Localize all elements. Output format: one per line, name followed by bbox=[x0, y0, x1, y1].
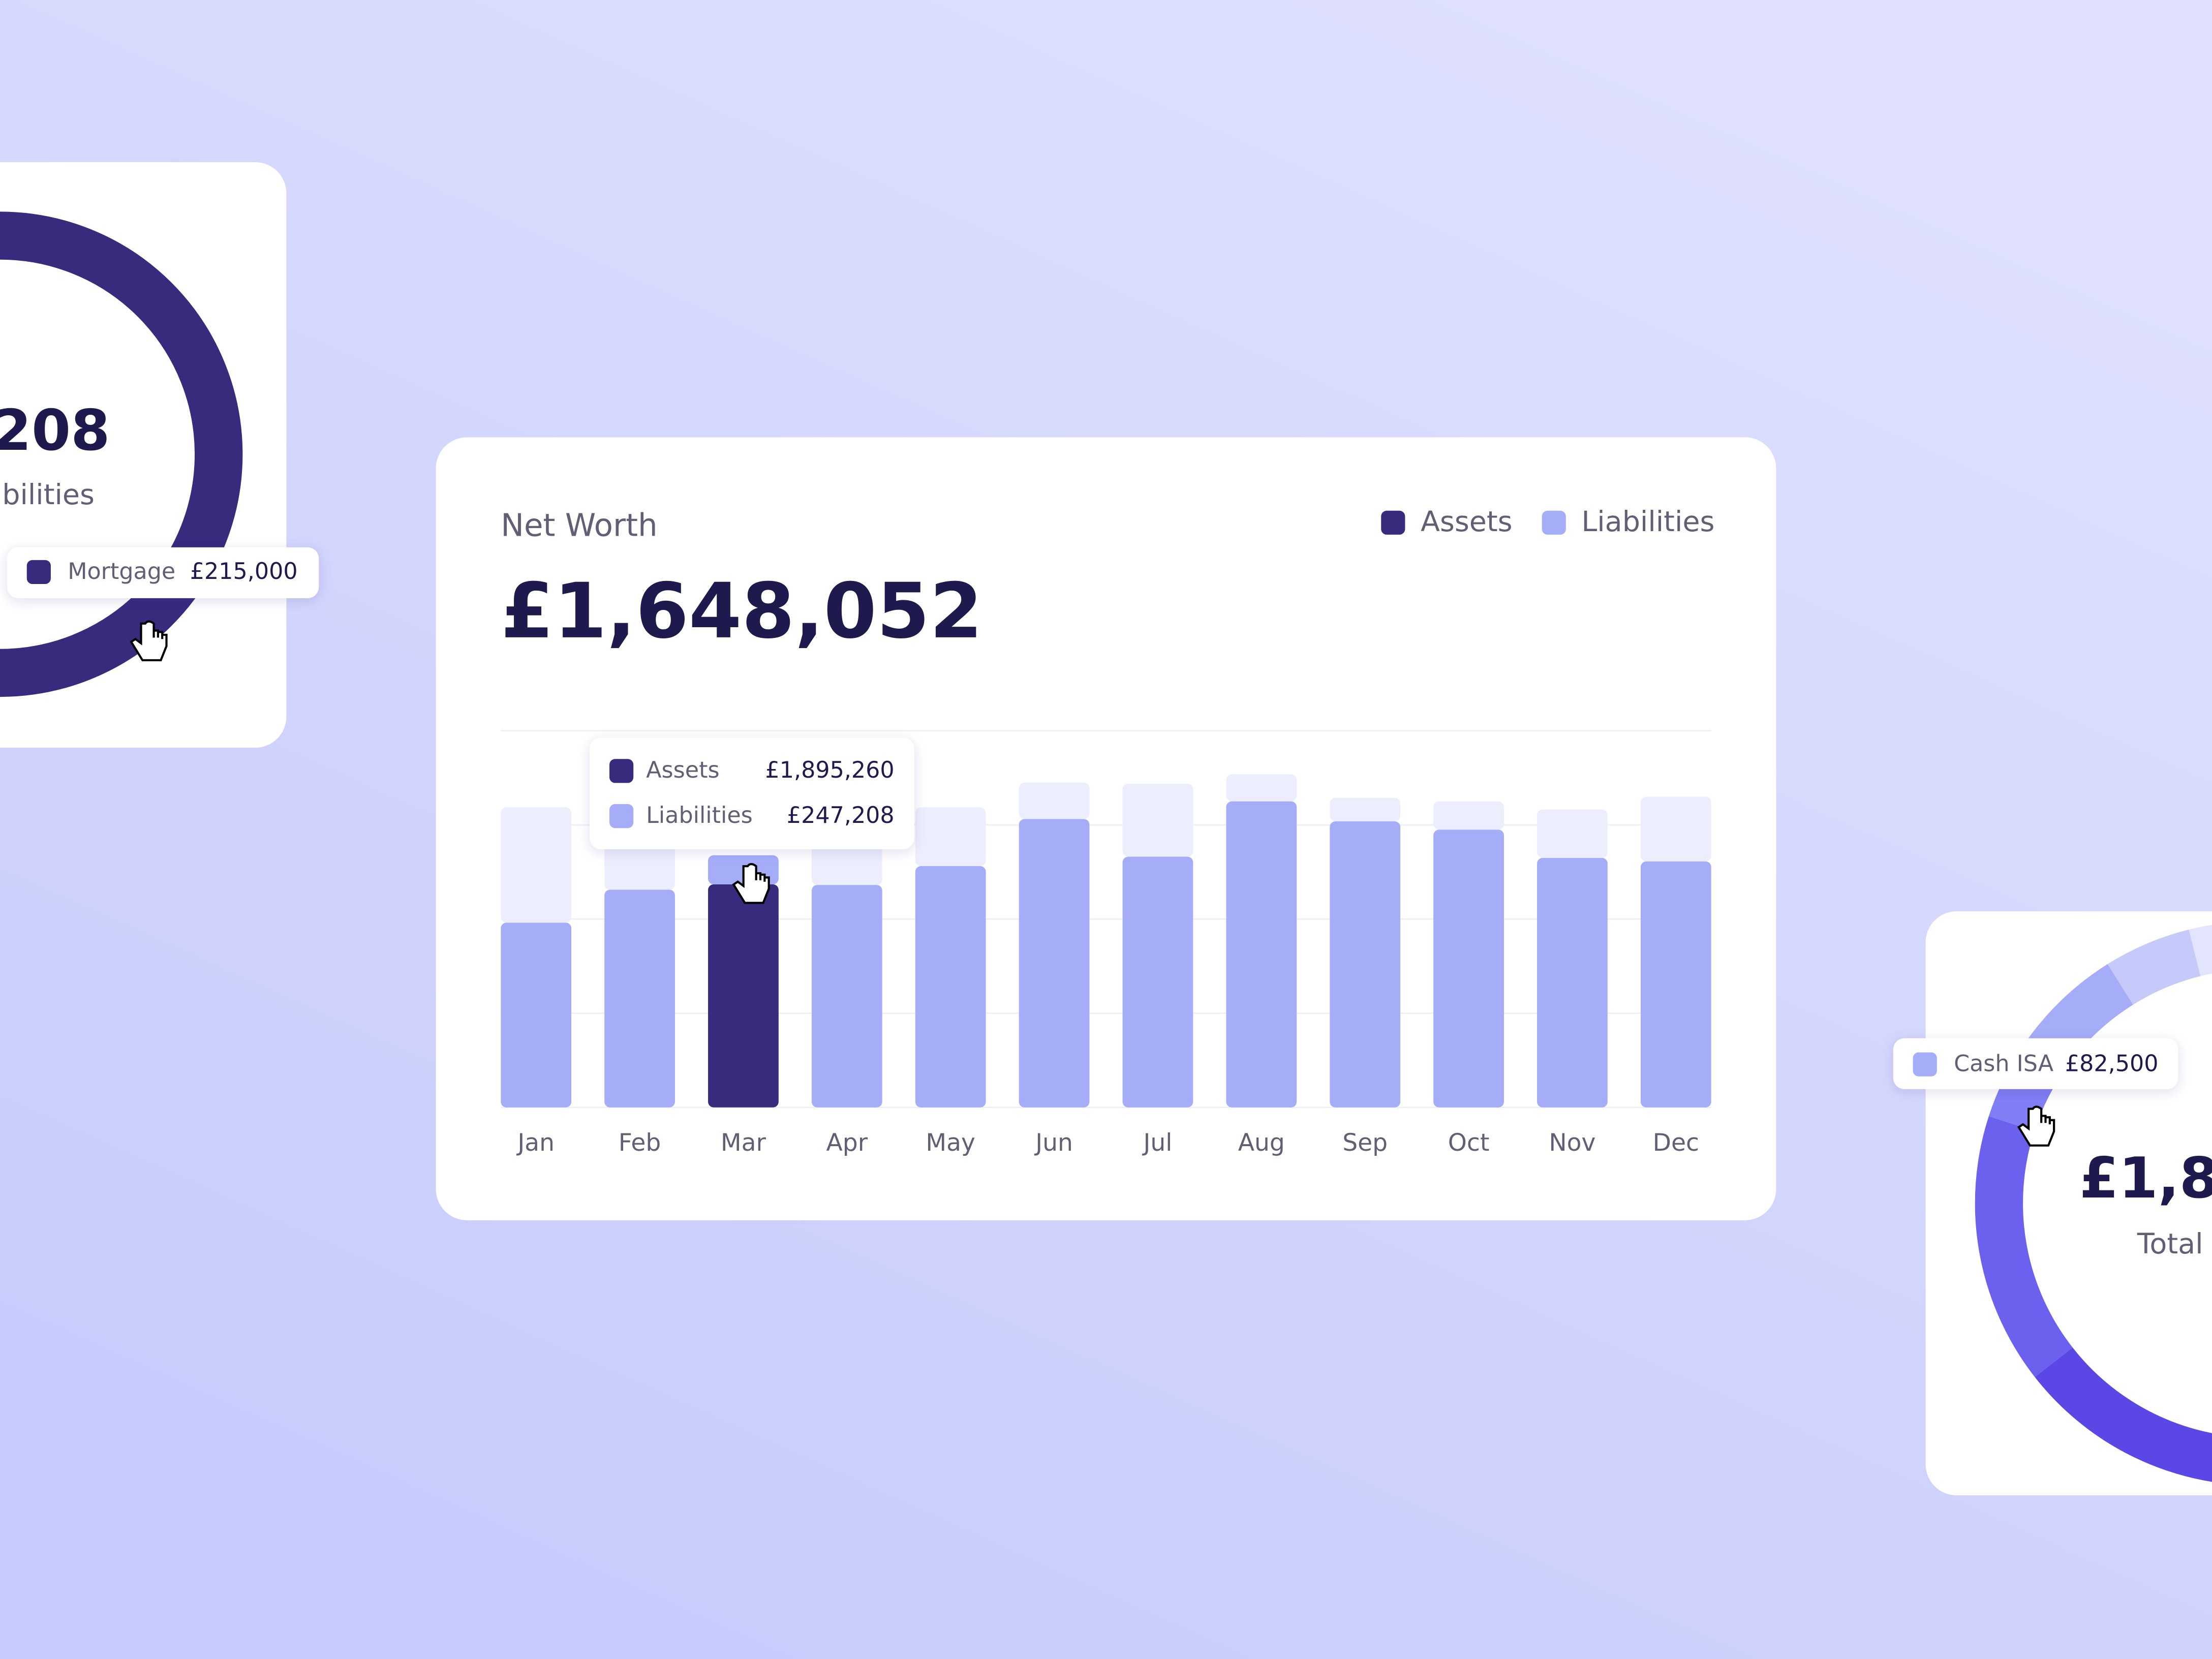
headline: £1,648,052 bbox=[501, 567, 982, 656]
donut-segment bbox=[2107, 929, 2201, 1005]
tooltip-value: £247,208 bbox=[787, 803, 895, 828]
tooltip-swatch bbox=[609, 759, 634, 783]
tooltip bbox=[590, 738, 914, 849]
amount: £1,89 bbox=[2079, 1146, 2212, 1211]
tooltip bbox=[1893, 1038, 2178, 1089]
amount: ,208 bbox=[0, 398, 110, 464]
tooltip-value: £1,895,260 bbox=[765, 757, 895, 783]
bar-segment bbox=[604, 839, 675, 890]
donut-ring bbox=[0, 211, 243, 697]
net-worth-card: Net Worth £1,648,052 Assets Liabilities … bbox=[436, 437, 1776, 1220]
bar-segment bbox=[1019, 782, 1090, 819]
bar-segment bbox=[1537, 809, 1608, 858]
bar-segment bbox=[501, 807, 572, 923]
bar-segment bbox=[604, 889, 675, 1108]
left-card: ,208 abilities Mortgage £215,000 bbox=[0, 162, 319, 748]
x-tick-label: Aug bbox=[1238, 1129, 1285, 1157]
bar-segment bbox=[811, 885, 882, 1108]
bar-segment bbox=[1640, 796, 1711, 862]
donut-segment bbox=[1975, 1116, 2073, 1377]
caption: Total bbox=[2137, 1227, 2203, 1261]
bar-segment bbox=[915, 866, 986, 1108]
bar-segment bbox=[708, 884, 779, 1108]
x-tick-label: Feb bbox=[619, 1129, 661, 1157]
x-tick-label: Nov bbox=[1549, 1129, 1595, 1157]
bar-segment bbox=[915, 807, 986, 867]
legend-swatch bbox=[1381, 510, 1405, 535]
bar-segment bbox=[1122, 783, 1193, 857]
tooltip-name: Assets bbox=[646, 757, 719, 783]
tooltip bbox=[7, 547, 319, 598]
legend-swatch bbox=[1542, 510, 1566, 535]
x-tick-label: Jan bbox=[516, 1129, 555, 1157]
bar-segment bbox=[1330, 821, 1401, 1108]
x-tick-label: Oct bbox=[1448, 1129, 1490, 1157]
legend-label: Liabilities bbox=[1581, 505, 1714, 538]
tooltip-swatch bbox=[1913, 1052, 1937, 1077]
x-tick-label: Jul bbox=[1142, 1129, 1172, 1157]
cursor bbox=[732, 863, 770, 904]
x-tick-label: Dec bbox=[1653, 1129, 1699, 1157]
bar-segment bbox=[1640, 861, 1711, 1108]
bar-segment bbox=[1433, 830, 1504, 1108]
tooltip-name: Liabilities bbox=[646, 803, 753, 828]
x-tick-label: Apr bbox=[826, 1129, 868, 1157]
tooltip-swatch bbox=[26, 560, 51, 585]
cursor bbox=[2017, 1105, 2055, 1147]
x-tick-label: May bbox=[926, 1129, 975, 1157]
legend-label: Assets bbox=[1421, 505, 1513, 538]
x-tick-label: Sep bbox=[1342, 1129, 1388, 1157]
bar-segment bbox=[1019, 819, 1090, 1108]
caption: abilities bbox=[0, 478, 95, 511]
bar-segment bbox=[811, 844, 882, 885]
tooltip-name: Cash ISA bbox=[1954, 1051, 2053, 1077]
tooltip-name: Mortgage bbox=[68, 559, 175, 585]
tooltip-swatch bbox=[609, 804, 634, 828]
card bbox=[0, 162, 287, 748]
bar-segment bbox=[1226, 774, 1297, 802]
right-card: £1,89 Total Cash ISA £82,500 bbox=[1893, 911, 2212, 1496]
bar-segment bbox=[1122, 856, 1193, 1108]
cursor bbox=[130, 620, 168, 662]
donut-segment bbox=[2035, 1347, 2212, 1486]
bar-segment bbox=[1226, 801, 1297, 1108]
chart-title: Net Worth bbox=[501, 508, 657, 544]
tooltip-value: £215,000 bbox=[190, 559, 298, 585]
bar-segment bbox=[1537, 857, 1608, 1108]
bar-segment bbox=[501, 923, 572, 1108]
x-tick-label: Jun bbox=[1034, 1129, 1073, 1157]
bar-segment bbox=[1330, 797, 1401, 822]
bar-segment bbox=[1433, 801, 1504, 830]
x-tick-label: Mar bbox=[721, 1129, 766, 1157]
tooltip-value: £82,500 bbox=[2065, 1051, 2159, 1077]
